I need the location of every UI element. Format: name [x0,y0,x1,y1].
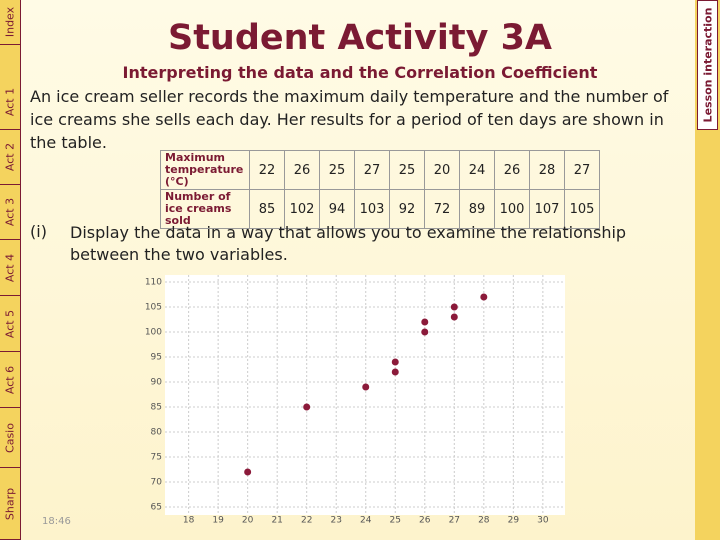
y-tick-label: 90 [151,378,163,388]
right-bar: Lesson interaction [695,0,720,540]
data-point [421,318,429,326]
tab[interactable]: Act 2 [0,130,20,185]
x-tick-label: 20 [242,516,254,526]
y-tick-label: 80 [151,428,163,438]
cell: 27 [354,150,390,190]
question-number: (i) [30,222,47,241]
cell: 100 [494,189,530,229]
cell: 24 [459,150,495,190]
table-row: Maximum temperature (°C) 22 26 25 27 25 20 24 26… [160,150,600,190]
y-tick-label: 65 [151,503,162,513]
cell: 72 [424,189,460,229]
tab[interactable]: Casio [0,408,20,468]
tab[interactable]: Act 4 [0,240,20,296]
x-tick-label: 22 [301,516,312,526]
x-tick-label: 25 [390,516,401,526]
plot-area [165,275,565,515]
data-point [391,358,399,366]
cell: 28 [529,150,565,190]
x-tick-label: 27 [449,516,460,526]
y-tick-label: 85 [151,403,162,413]
y-tick-label: 100 [145,328,162,338]
cell: 89 [459,189,495,229]
data-point [362,383,370,391]
x-tick-label: 23 [330,516,341,526]
x-tick-label: 26 [419,516,431,526]
row-label: Maximum temperature (°C) [160,150,250,190]
data-point [244,468,252,476]
y-tick-label: 105 [145,303,162,313]
y-tick-label: 110 [145,278,162,288]
data-table: Maximum temperature (°C) 22 26 25 27 25 20 24 26… [160,150,600,229]
x-tick-label: 30 [537,516,549,526]
cell: 103 [354,189,390,229]
cell: 25 [389,150,425,190]
sidebar: Index Act 1 Act 2 Act 3 Act 4 Act 5 Act 6 Casio… [0,0,21,540]
title: Student Activity 3A [167,18,553,58]
data-point [450,303,458,311]
x-tick-label: 29 [508,516,520,526]
tab[interactable]: Act 3 [0,185,20,240]
x-tick-label: 24 [360,516,372,526]
data-point [450,313,458,321]
time: 18:46 [42,516,71,527]
tab[interactable]: Act 5 [0,296,20,352]
data-point [303,403,311,411]
x-tick-label: 19 [212,516,224,526]
row-label: Number of ice creams sold [160,189,250,229]
cell: 92 [389,189,425,229]
table-row: Number of ice creams sold 85 102 94 103 92 72 8… [160,189,600,229]
data-point [421,328,429,336]
lesson-link[interactable]: Lesson interaction [697,0,718,130]
y-tick-label: 75 [151,453,162,463]
cell: 102 [284,189,320,229]
tab[interactable]: Act 1 [0,75,20,130]
y-tick-label: 95 [151,353,162,363]
y-tick-label: 70 [151,478,163,488]
data-point [480,293,488,301]
cell: 85 [249,189,285,229]
cell: 105 [564,189,600,229]
data-point [391,368,399,376]
question-text: Display the data in a way that allows yo… [70,223,627,264]
cell: 26 [284,150,320,190]
tab[interactable]: Act 6 [0,352,20,408]
x-tick-label: 21 [271,516,282,526]
x-tick-label: 28 [478,516,490,526]
x-tick-label: 18 [183,516,195,526]
tab[interactable]: Index [0,0,20,45]
cell: 27 [564,150,600,190]
intro: An ice cream seller records the maximum … [30,87,669,152]
cell: 25 [319,150,355,190]
subtitle: Interpreting the data and the Correlatio… [122,63,598,82]
